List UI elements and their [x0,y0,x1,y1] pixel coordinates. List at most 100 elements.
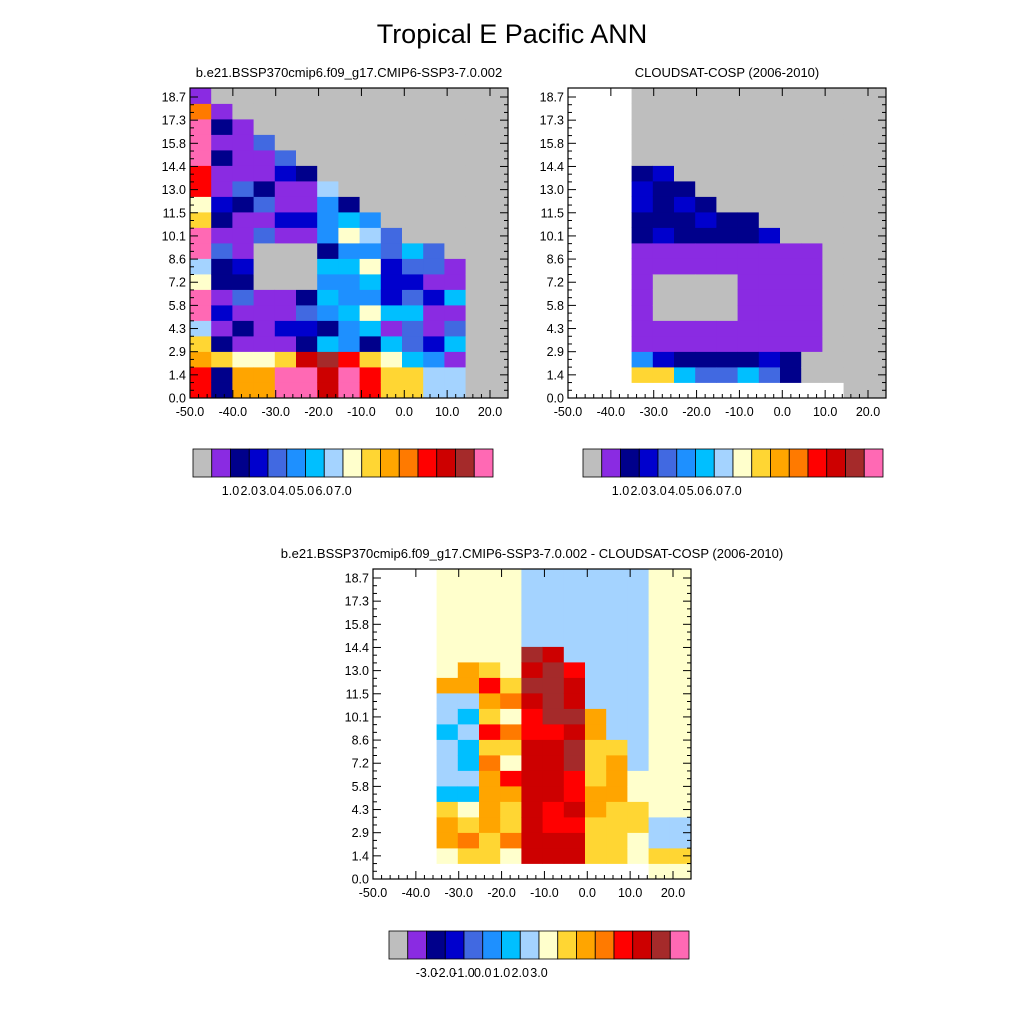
colorbar-label: 5.0 [297,484,314,498]
heatmap-cell [190,367,212,383]
colorbar-swatch [398,448,419,478]
heatmap-cell [864,134,887,151]
heatmap-cell [864,212,887,228]
heatmap-cell [648,786,671,802]
heatmap-cell [648,662,671,678]
heatmap-cell [864,119,887,135]
panel-3: b.e21.BSSP370cmip6.f09_g17.CMIP6-SSP3-7.… [281,546,783,980]
heatmap-cell [585,584,607,601]
heatmap-cell [669,755,692,771]
heatmap-cell [402,134,424,151]
heatmap-cell [758,103,781,120]
heatmap-cell [190,243,212,259]
heatmap-cell [822,289,844,306]
y-tick-label: 7.2 [547,276,564,290]
heatmap-cell [864,243,887,259]
heatmap-cell [444,289,466,306]
heatmap-cell [585,646,607,663]
heatmap-cell [296,196,318,213]
heatmap-cell [465,382,488,399]
heatmap-cell [338,150,360,166]
heatmap-cell [274,196,297,213]
heatmap-cell [486,119,509,135]
heatmap-cell [758,320,781,337]
heatmap-cell [716,88,738,104]
heatmap-cell [674,227,696,244]
heatmap-cell [737,351,760,368]
heatmap-cell [317,196,339,213]
heatmap-cell [479,786,501,802]
heatmap-cell [585,770,607,787]
heatmap-cell [457,569,480,585]
heatmap-cell [695,165,717,182]
heatmap-cell [457,755,480,771]
heatmap-cell [652,103,675,120]
heatmap-cell [563,817,586,833]
heatmap-cell [457,708,480,725]
heatmap-cell [380,289,403,306]
y-tick-label: 1.4 [169,368,186,382]
heatmap-cell [457,677,480,694]
heatmap-cell [423,382,445,399]
heatmap-cell [843,165,866,182]
y-tick-label: 4.3 [352,803,369,817]
heatmap-cell [801,351,823,368]
heatmap-cell [585,848,607,864]
heatmap-cell [211,258,233,275]
y-tick-label: 15.8 [345,618,369,632]
heatmap-cell [606,693,628,709]
y-tick-label: 5.8 [352,780,369,794]
heatmap-cell [652,196,675,213]
heatmap-cell [232,103,254,120]
heatmap-cell [864,305,887,321]
heatmap-cell [780,305,802,321]
heatmap-cell [737,103,760,120]
heatmap-cell [801,181,823,197]
heatmap-cell [338,119,360,135]
heatmap-cell [542,693,565,709]
heatmap-cell [500,832,522,849]
heatmap-cell [822,274,844,290]
heatmap-cell [542,786,565,802]
colorbar-swatch [651,930,671,960]
heatmap-cell [296,212,318,228]
heatmap-cell [486,212,509,228]
heatmap-cell [674,150,696,166]
colorbar-swatch [444,930,465,960]
heatmap-cell [585,786,607,802]
heatmap-cell [380,103,403,120]
colorbar-label: 3.0 [259,484,276,498]
heatmap-cell [274,150,297,166]
heatmap-cell [563,600,586,616]
heatmap-cell [436,724,459,740]
heatmap-cell [232,258,254,275]
heatmap-cell [359,165,382,182]
heatmap-cell [864,165,887,182]
heatmap-cell [652,181,675,197]
heatmap-cell [631,367,654,383]
heatmap-cell [211,119,233,135]
heatmap-cell [864,336,887,352]
heatmap-cell [211,367,233,383]
heatmap-cell [423,367,445,383]
heatmap-cell [380,336,403,352]
heatmap-cell [864,150,887,166]
heatmap-cell [253,258,276,275]
heatmap-cell [627,832,649,849]
heatmap-cell [486,367,509,383]
heatmap-cell [843,274,866,290]
heatmap-cell [444,134,466,151]
heatmap-cell [737,196,760,213]
heatmap-cell [822,150,844,166]
colorbar-label: -2.0 [434,966,456,980]
heatmap-cell [674,351,696,368]
heatmap-cell [317,382,339,399]
x-tick-label: -40.0 [219,405,248,419]
colorbar-swatch [538,930,559,960]
heatmap-cell [423,305,445,321]
y-tick-label: 2.9 [169,345,186,359]
y-tick-label: 1.4 [352,849,369,863]
heatmap-cell [423,227,445,244]
heatmap-cell [758,212,781,228]
